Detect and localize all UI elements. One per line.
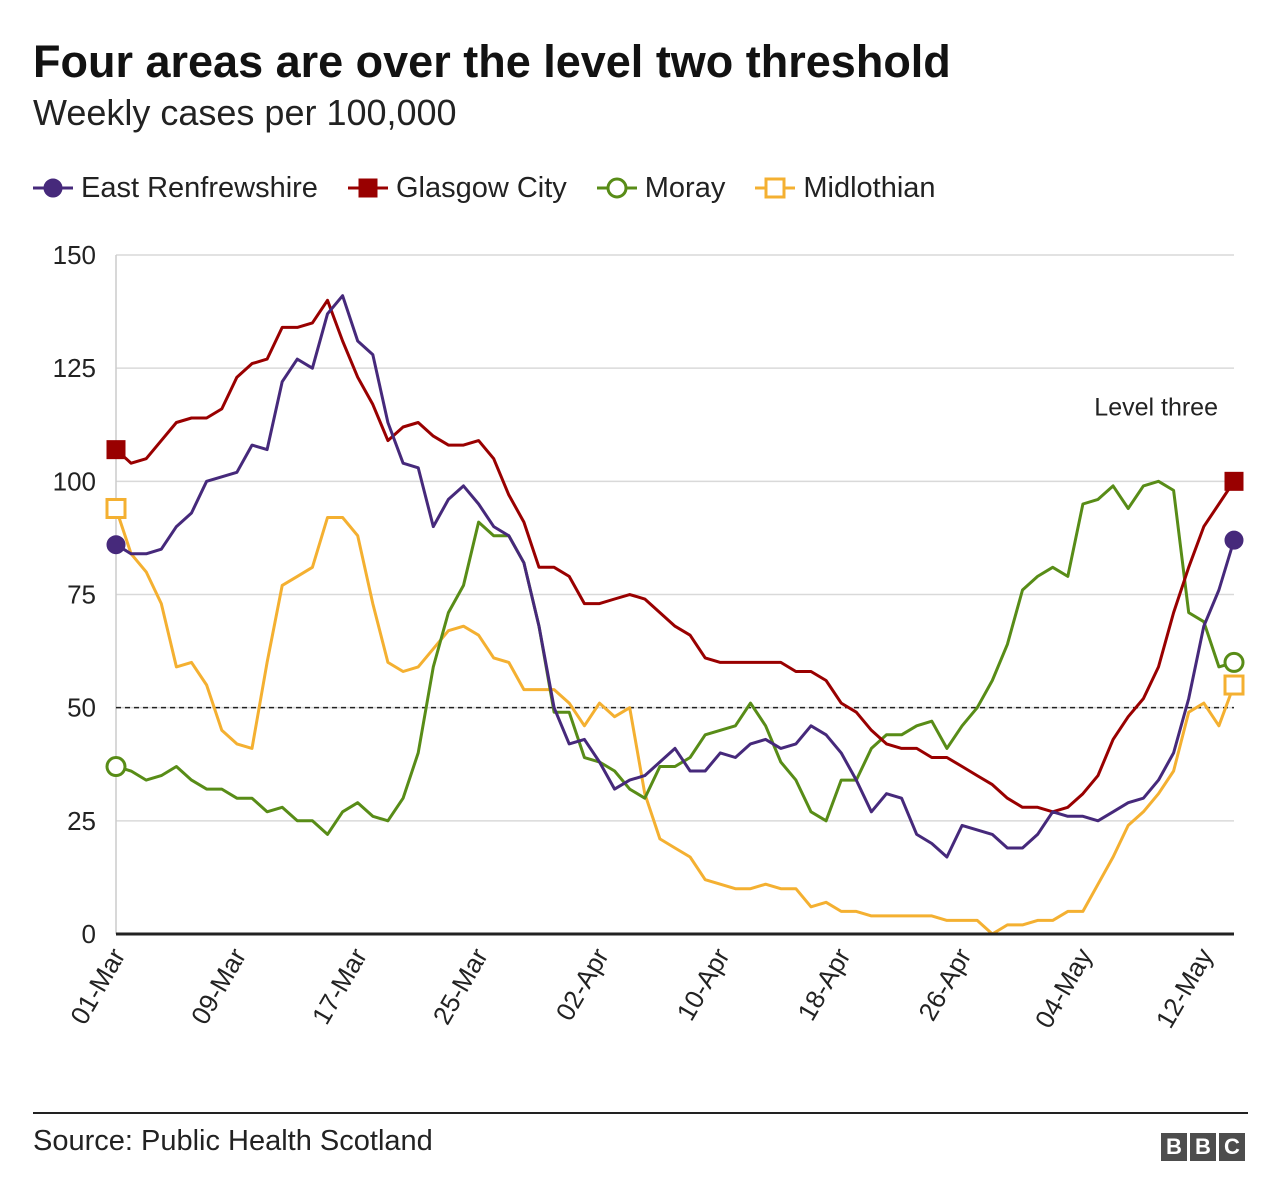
legend-item: Midlothian xyxy=(755,171,936,205)
x-tick-label: 01-Mar xyxy=(64,943,131,1030)
legend-label: East Renfrewshire xyxy=(81,171,318,204)
x-tick-label: 12-May xyxy=(1150,943,1219,1033)
data-point-marker xyxy=(105,497,127,519)
x-tick-label: 09-Mar xyxy=(185,943,252,1030)
y-tick-label: 100 xyxy=(53,466,96,496)
data-point-marker xyxy=(1223,651,1245,673)
data-point-marker xyxy=(105,756,127,778)
series-line xyxy=(114,298,1236,814)
legend-item: Glasgow City xyxy=(347,171,567,205)
data-point-marker xyxy=(106,440,126,460)
circle-marker-icon xyxy=(33,178,73,198)
bbc-logo: B B C xyxy=(1158,1133,1245,1161)
y-tick-label: 0 xyxy=(82,919,96,949)
data-point-marker xyxy=(106,535,126,555)
source-note: Source: Public Health Scotland xyxy=(33,1125,433,1157)
legend-label: Midlothian xyxy=(803,171,936,204)
footer-divider xyxy=(33,1112,1248,1114)
y-tick-label: 150 xyxy=(53,240,96,270)
legend-label: Glasgow City xyxy=(395,171,567,204)
x-tick-label: 17-Mar xyxy=(306,943,373,1030)
y-tick-label: 50 xyxy=(67,693,96,723)
x-tick-label: 02-Apr xyxy=(550,943,615,1026)
chart-title: Four areas are over the level two thresh… xyxy=(33,36,951,87)
x-tick-label: 04-May xyxy=(1029,943,1098,1033)
circle-marker-icon xyxy=(596,177,637,199)
series-line xyxy=(114,294,1236,859)
y-tick-label: 75 xyxy=(67,580,96,610)
legend-item: East Renfrewshire xyxy=(33,172,318,205)
data-point-marker xyxy=(1224,530,1244,550)
square-marker-icon xyxy=(755,177,796,199)
bbc-logo-letter: B xyxy=(1190,1133,1216,1161)
bbc-logo-letter: B xyxy=(1161,1133,1187,1161)
line-chart: 0 25 50 75 100 125 150 01-Mar 09-Mar 17-Mar 25-Mar… xyxy=(53,240,1245,1033)
legend-label: Moray xyxy=(644,171,726,204)
x-tick-label: 25-Mar xyxy=(427,943,494,1030)
data-point-marker xyxy=(1223,674,1245,696)
y-tick-label: 25 xyxy=(67,806,96,836)
annotation-label: Level three xyxy=(1094,393,1218,421)
x-tick-label: 10-Apr xyxy=(671,943,736,1026)
bbc-logo-letter: C xyxy=(1219,1133,1245,1161)
square-marker-icon xyxy=(347,178,388,198)
legend: East Renfrewshire Glasgow City Moray Midlot… xyxy=(33,168,966,208)
x-tick-label: 26-Apr xyxy=(912,943,977,1026)
data-point-marker xyxy=(1224,471,1244,491)
series-line xyxy=(114,479,1236,836)
chart-subtitle: Weekly cases per 100,000 xyxy=(33,92,457,133)
legend-item: Moray xyxy=(596,171,726,205)
x-tick-label: 18-Apr xyxy=(791,943,856,1026)
series-line xyxy=(114,507,1236,936)
y-tick-label: 125 xyxy=(53,353,96,383)
